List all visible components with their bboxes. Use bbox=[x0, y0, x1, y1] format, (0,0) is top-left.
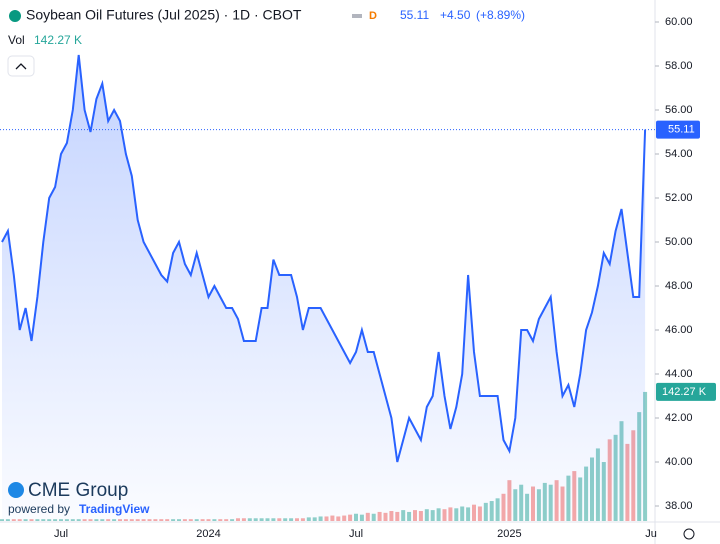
collapse-button[interactable] bbox=[7, 55, 35, 77]
y-tick-label: 42.00 bbox=[665, 412, 693, 424]
logo-icon bbox=[8, 482, 24, 498]
separator bbox=[352, 14, 362, 18]
area bbox=[2, 55, 646, 521]
vol-value: 142.27 K bbox=[34, 33, 82, 47]
change-pct: (+8.89%) bbox=[476, 8, 525, 22]
change: +4.50 bbox=[440, 8, 471, 22]
price-line bbox=[1, 54, 647, 463]
vol-label: Vol bbox=[8, 33, 25, 47]
y-tick-label: 48.00 bbox=[665, 280, 693, 292]
plot bbox=[0, 54, 648, 521]
chart-title: Soybean Oil Futures (Jul 2025) · 1D · CB… bbox=[26, 7, 302, 23]
y-tick-label: 54.00 bbox=[665, 148, 693, 160]
y-tick-label: 44.00 bbox=[665, 368, 693, 380]
price-badge-label: 55.11 bbox=[668, 123, 695, 135]
x-tick-label: Jul bbox=[349, 528, 363, 540]
y-tick-label: 60.00 bbox=[665, 16, 693, 28]
x-tick-label: 2024 bbox=[196, 528, 220, 540]
price-badge bbox=[656, 120, 700, 139]
settings-icon[interactable] bbox=[683, 528, 695, 540]
y-tick-label: 38.00 bbox=[665, 500, 693, 512]
y-tick-label: 58.00 bbox=[665, 60, 693, 72]
y-tick-label: 56.00 bbox=[665, 104, 693, 116]
logo-brand: CME Group bbox=[28, 480, 128, 501]
y-tick-label: 40.00 bbox=[665, 456, 693, 468]
x-tick-label: Ju bbox=[645, 528, 657, 540]
x-tick-label: Jul bbox=[54, 528, 68, 540]
volume-badge-label: 142.27 K bbox=[662, 386, 707, 398]
y-tick-label: 46.00 bbox=[665, 324, 693, 336]
badge: D bbox=[369, 10, 377, 22]
y-tick-label: 52.00 bbox=[665, 192, 693, 204]
logo-platform: TradingView bbox=[79, 502, 150, 516]
y-tick-label: 50.00 bbox=[665, 236, 693, 248]
symbol-icon bbox=[9, 10, 21, 22]
logo-powered: powered by bbox=[8, 502, 70, 516]
last-price: 55.11 bbox=[400, 8, 429, 22]
chevron bbox=[15, 63, 27, 70]
x-tick-label: 2025 bbox=[497, 528, 521, 540]
volume-badge bbox=[656, 382, 716, 401]
